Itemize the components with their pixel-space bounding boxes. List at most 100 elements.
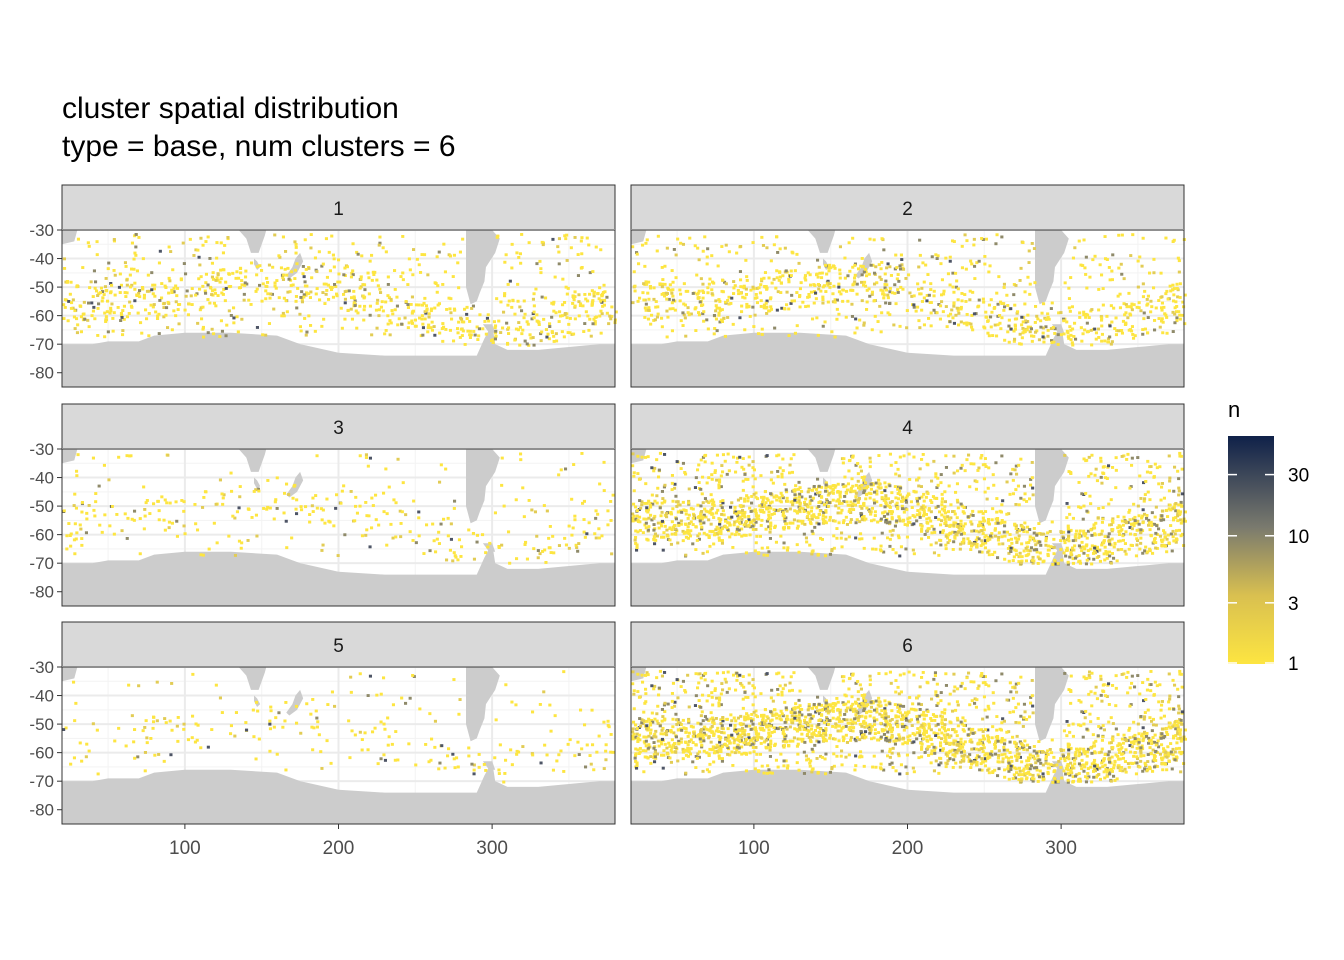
heat-cell xyxy=(342,273,346,277)
heat-cell xyxy=(984,534,988,538)
heat-cell xyxy=(1145,517,1149,520)
heat-cell xyxy=(724,519,728,523)
heat-cell xyxy=(882,248,886,252)
heat-cell xyxy=(294,295,298,298)
heat-cell xyxy=(1005,530,1009,534)
heat-cell xyxy=(1100,339,1104,343)
heat-cell xyxy=(843,276,847,280)
heat-cell xyxy=(635,252,639,256)
heat-cell xyxy=(411,539,415,542)
heat-cell xyxy=(862,489,866,493)
heat-cell xyxy=(1114,486,1118,490)
heat-cell xyxy=(522,299,526,303)
heat-cell xyxy=(946,510,950,514)
heat-cell xyxy=(391,703,395,707)
heat-cell xyxy=(860,483,864,487)
heat-cell xyxy=(959,528,963,532)
heat-cell xyxy=(916,305,920,309)
heat-cell xyxy=(717,536,721,540)
heat-cell xyxy=(538,259,542,263)
heat-cell xyxy=(277,254,281,258)
heat-cell xyxy=(1037,557,1041,561)
heat-cell xyxy=(1136,519,1140,523)
heat-cell xyxy=(765,246,769,250)
heat-cell xyxy=(510,700,514,704)
heat-cell xyxy=(879,517,883,521)
heat-cell xyxy=(954,490,958,494)
heat-cell xyxy=(284,250,288,253)
heat-cell xyxy=(971,514,975,517)
heat-cell xyxy=(581,304,585,308)
heat-cell xyxy=(1002,282,1006,286)
heat-cell xyxy=(308,520,312,524)
heat-cell xyxy=(564,543,568,547)
heat-cell xyxy=(176,287,180,290)
heat-cell xyxy=(769,259,773,263)
heat-cell xyxy=(1146,331,1150,335)
heat-cell xyxy=(870,290,874,294)
heat-cell xyxy=(972,542,976,546)
heat-cell xyxy=(1014,524,1018,528)
heat-cell xyxy=(295,498,299,502)
heat-cell xyxy=(1013,327,1017,331)
heat-cell xyxy=(788,521,792,525)
heat-cell xyxy=(1018,279,1022,282)
heat-cell xyxy=(1028,330,1032,334)
heat-cell xyxy=(737,292,741,296)
heat-cell xyxy=(1011,559,1015,562)
heat-cell xyxy=(167,245,171,249)
heat-cell xyxy=(731,546,735,549)
heat-cell xyxy=(715,478,719,482)
heat-cell xyxy=(534,287,538,291)
heat-cell xyxy=(140,331,144,335)
heat-cell xyxy=(229,471,233,475)
heat-cell xyxy=(811,532,815,536)
heat-cell xyxy=(671,307,675,311)
heat-cell xyxy=(610,305,614,309)
heat-cell xyxy=(803,501,807,504)
heat-cell xyxy=(227,534,231,538)
heat-cell xyxy=(401,271,405,275)
heat-cell xyxy=(551,768,555,772)
heat-cell xyxy=(85,511,89,515)
heat-cell xyxy=(854,521,858,525)
heat-cell xyxy=(562,335,566,339)
heat-cell xyxy=(275,507,279,510)
heat-cell xyxy=(800,521,804,525)
heat-cell xyxy=(631,452,635,456)
heat-cell xyxy=(879,549,883,553)
heat-cell xyxy=(345,265,349,269)
heat-cell xyxy=(266,281,270,284)
heat-cell xyxy=(868,460,872,464)
heat-cell xyxy=(1121,534,1125,538)
heat-cell xyxy=(849,488,853,492)
heat-cell xyxy=(756,497,760,501)
heat-cell xyxy=(359,277,363,281)
heat-cell xyxy=(860,537,864,541)
heat-cell xyxy=(943,490,947,494)
heat-cell xyxy=(675,500,679,504)
heat-cell xyxy=(559,749,563,753)
heat-cell xyxy=(1176,512,1180,516)
heat-cell xyxy=(930,501,934,504)
heat-cell xyxy=(1078,311,1082,315)
heat-cell xyxy=(1160,295,1164,299)
heat-cell xyxy=(548,322,552,326)
heat-cell xyxy=(845,523,849,526)
heat-cell xyxy=(237,276,241,280)
heat-cell xyxy=(1132,754,1136,758)
heat-cell xyxy=(695,273,699,277)
heat-cell xyxy=(916,502,920,506)
heat-cell xyxy=(860,515,864,519)
heat-cell xyxy=(437,767,441,771)
heat-cell xyxy=(385,543,389,547)
heat-cell xyxy=(930,255,934,259)
heat-cell xyxy=(719,500,723,504)
heat-cell xyxy=(700,492,704,496)
heat-cell xyxy=(674,494,678,498)
heat-cell xyxy=(1177,528,1181,532)
heat-cell xyxy=(944,543,948,547)
heat-cell xyxy=(658,506,662,510)
heat-cell xyxy=(290,270,294,274)
heat-cell xyxy=(97,292,101,296)
